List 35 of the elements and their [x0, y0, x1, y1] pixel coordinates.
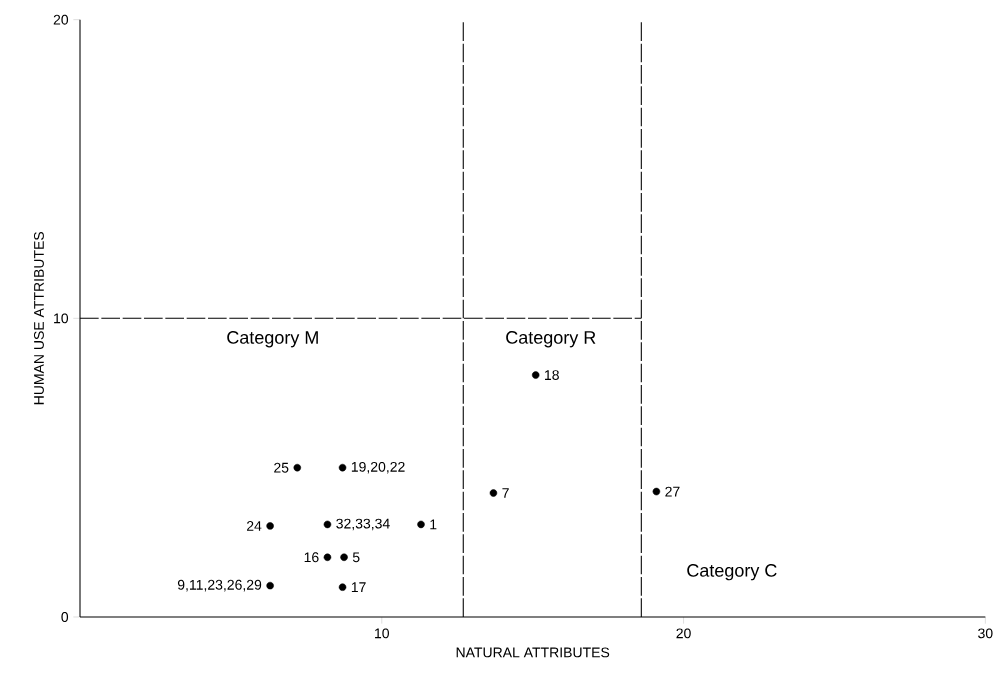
- point: [266, 581, 274, 590]
- point: [323, 520, 332, 529]
- point: [338, 463, 347, 472]
- annotation: 27: [665, 486, 680, 497]
- point: [338, 583, 347, 591]
- x-tick-label: 30: [978, 628, 993, 639]
- point: [340, 553, 348, 561]
- annotation: 16: [304, 552, 319, 563]
- annotation: 17: [351, 582, 366, 592]
- annotation: 9,11,23,26,29: [177, 579, 262, 592]
- point: [489, 489, 498, 497]
- annotation: 19,20,22: [351, 461, 405, 474]
- annotation: Category M: [227, 331, 318, 348]
- annotation: 7: [502, 488, 509, 498]
- annotation: 24: [247, 521, 262, 531]
- x-axis-title: NATURAL ATTRIBUTES: [456, 647, 610, 658]
- y-axis-title: HUMAN USE ATTRIBUTES: [33, 231, 44, 405]
- y-tick-label: 10: [54, 313, 69, 324]
- annotation: Category C: [687, 564, 777, 581]
- point: [652, 487, 661, 496]
- point: [417, 520, 425, 529]
- point: [531, 371, 540, 379]
- annotation: 25: [274, 462, 289, 473]
- x-tick-label: 10: [375, 628, 390, 639]
- point: [293, 463, 302, 472]
- x-tick-label: 20: [676, 628, 691, 639]
- annotation: 5: [352, 552, 360, 563]
- y-tick-label: 20: [53, 14, 69, 25]
- annotation: 1: [430, 519, 437, 530]
- point: [266, 522, 274, 530]
- point: [323, 553, 332, 561]
- y-tick-label: 0: [61, 612, 69, 622]
- annotation: Category R: [506, 331, 596, 348]
- annotation: 32,33,34: [336, 518, 390, 531]
- annotation: 18: [545, 370, 559, 381]
